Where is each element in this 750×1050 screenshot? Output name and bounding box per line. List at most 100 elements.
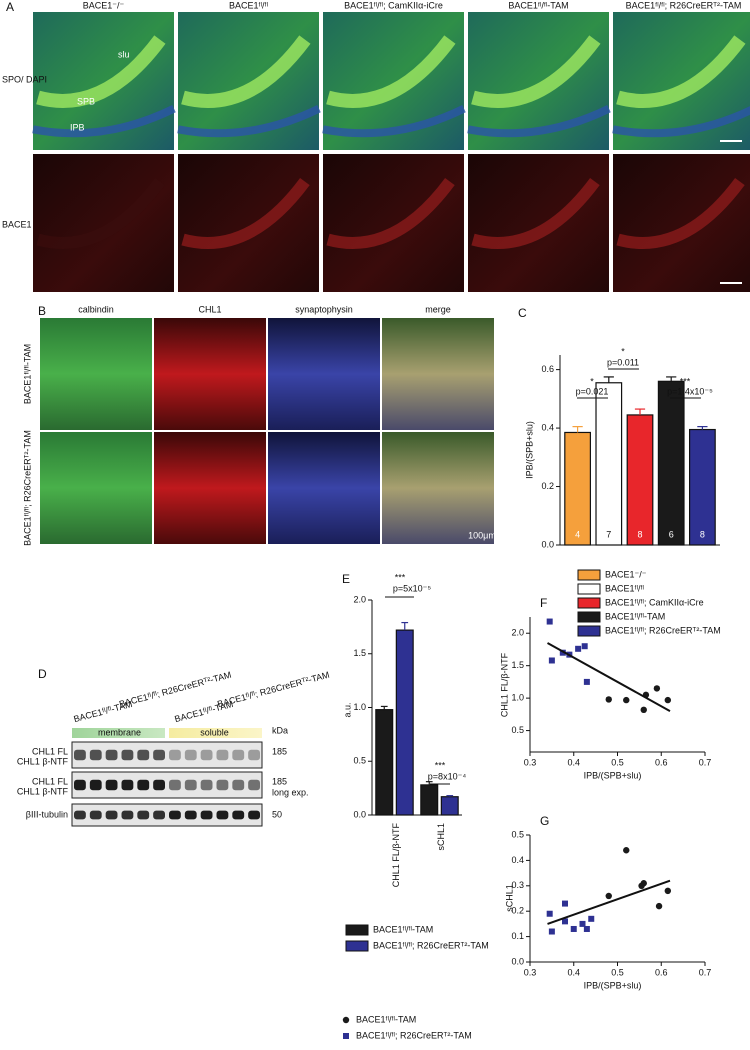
point — [664, 887, 672, 895]
column-label: BACE1ᶠˡ/ᶠˡ; R26CreERᵀ²-TAM — [626, 0, 742, 10]
micrograph — [323, 154, 464, 292]
legend-swatch — [577, 569, 601, 581]
annotation: p=8x10⁻⁴ — [428, 771, 467, 781]
marker-label: 50 — [272, 809, 282, 819]
legend-label: BACE1ᶠˡ/ᶠˡ — [605, 583, 644, 593]
dapi-layer — [467, 105, 611, 138]
point — [588, 915, 595, 922]
bace1-signal — [36, 178, 165, 249]
micrograph — [268, 318, 380, 430]
bace1-signal — [616, 178, 745, 249]
band — [184, 779, 197, 791]
bar — [440, 796, 459, 816]
micrograph — [154, 318, 266, 430]
point — [664, 696, 672, 704]
band — [89, 749, 102, 761]
point — [579, 920, 586, 927]
legend-label: BACE1ᶠˡ/ᶠˡ; R26CreERᵀ²-TAM — [373, 940, 489, 950]
y-tick-label: 1.5 — [511, 660, 524, 670]
micrograph — [468, 154, 609, 292]
panel-label: G — [540, 814, 549, 828]
band — [74, 779, 86, 791]
point — [548, 657, 555, 664]
fraction-label: membrane — [98, 727, 141, 737]
x-tick-label: 0.4 — [567, 967, 580, 977]
y-axis-label: CHL1 FL/β-NTF — [499, 652, 509, 717]
blot — [71, 803, 263, 827]
column-label: merge — [425, 304, 451, 314]
region-label: SPB — [77, 96, 95, 106]
marker-label: long exp. — [272, 787, 309, 797]
point — [575, 645, 582, 652]
bar — [420, 784, 439, 816]
micrograph — [268, 432, 380, 544]
n-label: 6 — [669, 529, 674, 539]
x-tick-label: 0.3 — [524, 757, 537, 767]
row-label: SPO/ DAPI — [2, 74, 47, 84]
x-tick-label: 0.6 — [655, 967, 668, 977]
x-tick-label: 0.5 — [611, 757, 624, 767]
x-tick-label: sCHL1 — [436, 823, 446, 851]
annotation: p=5x10⁻⁵ — [393, 583, 432, 593]
x-tick-label: 0.7 — [699, 757, 712, 767]
micrograph — [33, 154, 174, 292]
y-tick-label: 0.4 — [541, 422, 554, 432]
band — [169, 749, 181, 761]
marker-label: 185 — [272, 776, 287, 786]
band — [121, 810, 134, 820]
region-label: slu — [118, 49, 130, 59]
mossy-fiber — [36, 35, 166, 108]
bar — [689, 428, 716, 546]
y-tick-label: 2.0 — [511, 628, 524, 638]
scale-label: 100μm — [468, 530, 496, 540]
fraction-label: soluble — [200, 727, 229, 737]
band — [169, 810, 181, 820]
bace1-signal — [181, 178, 310, 249]
row-label: BACE1ᶠˡ/ᶠˡ; R26CreERᵀ²-TAM — [22, 430, 32, 546]
legend-marker — [343, 1033, 349, 1039]
point — [655, 902, 663, 910]
band — [74, 749, 86, 761]
band — [137, 810, 150, 820]
micrograph — [178, 154, 319, 292]
legend-swatch — [577, 625, 601, 637]
blot — [71, 741, 263, 769]
point — [583, 678, 590, 685]
y-tick-label: 0.5 — [353, 756, 366, 766]
bace1-signal — [326, 178, 455, 249]
y-axis-label: sCHL1 — [504, 884, 514, 912]
dapi-layer — [322, 105, 466, 138]
y-axis-label: IPB/(SPB+slu) — [524, 421, 534, 479]
annotation: *** — [395, 572, 406, 582]
legend-swatch — [577, 611, 601, 623]
micrograph — [40, 318, 152, 430]
panel-label: D — [38, 667, 47, 681]
micrograph — [382, 432, 494, 544]
band — [74, 810, 86, 820]
x-axis-label: IPB/(SPB+slu) — [584, 980, 642, 990]
column-label: BACE1ᶠˡ/ᶠˡ-TAM — [508, 0, 568, 10]
legend-label: BACE1ᶠˡ/ᶠˡ; R26CreERᵀ²-TAM — [605, 625, 721, 635]
panel-label: A — [6, 0, 14, 14]
bar — [375, 709, 394, 816]
mossy-fiber — [471, 35, 601, 108]
y-tick-label: 0.4 — [511, 855, 524, 865]
band — [232, 749, 245, 761]
band — [216, 749, 229, 761]
x-tick-label: 0.5 — [611, 967, 624, 977]
band — [248, 749, 260, 761]
x-axis-label: IPB/(SPB+slu) — [584, 770, 642, 780]
scale-bar — [720, 140, 742, 142]
column-label: BACE1⁻/⁻ — [83, 0, 125, 10]
band — [232, 810, 245, 820]
band — [216, 779, 229, 791]
point — [605, 696, 612, 703]
y-tick-label: 0.6 — [541, 364, 554, 374]
y-tick-label: 1.0 — [511, 693, 524, 703]
y-tick-label: 0.1 — [511, 931, 524, 941]
point — [559, 649, 566, 656]
lane-group: BACE1ᶠˡ/ᶠˡ; R26CreERᵀ²-TAM — [216, 670, 330, 710]
band — [105, 810, 118, 820]
band — [200, 810, 213, 820]
point — [640, 706, 647, 714]
